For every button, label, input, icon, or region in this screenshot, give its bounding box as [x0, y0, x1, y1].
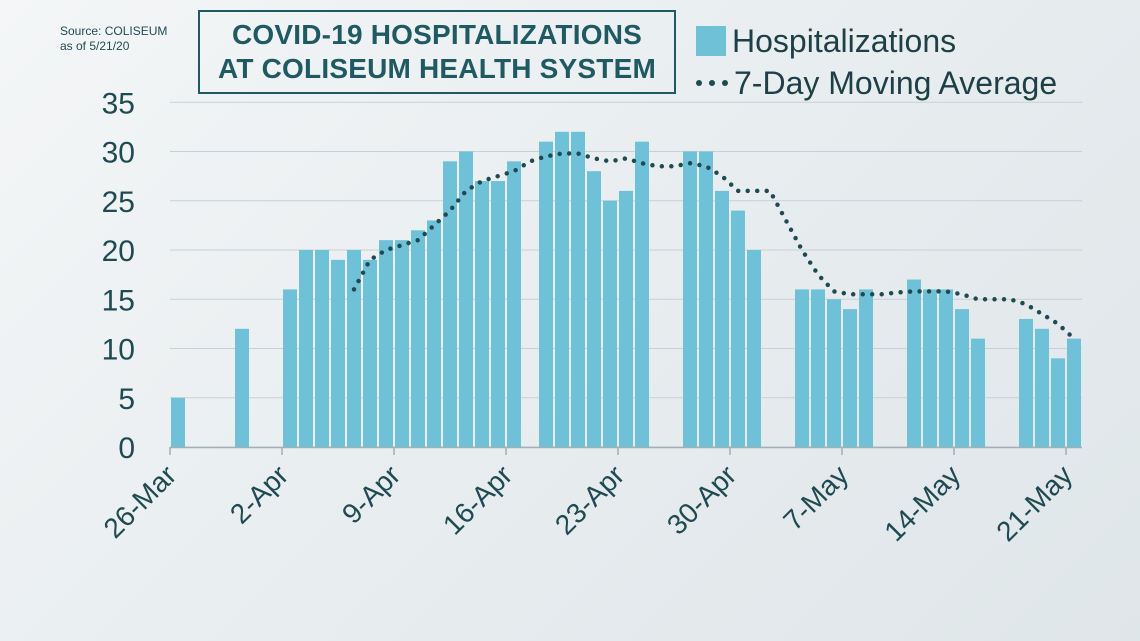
bar — [507, 161, 521, 447]
legend-dotted-line-swatch — [696, 68, 730, 98]
legend-label-moving-average: 7-Day Moving Average — [734, 64, 1058, 101]
y-tick-label: 0 — [118, 432, 135, 465]
x-tick-label: 7-May — [777, 459, 854, 536]
bar — [731, 210, 745, 447]
bar — [363, 259, 377, 447]
bar — [475, 181, 489, 448]
bar — [171, 397, 185, 447]
bar — [539, 141, 553, 447]
bar — [299, 250, 313, 447]
bar — [315, 250, 329, 447]
bar — [411, 230, 425, 447]
chart-legend: Hospitalizations 7-Day Moving Average — [696, 20, 1057, 104]
y-tick-label: 10 — [102, 334, 135, 367]
bar — [955, 309, 969, 447]
bar — [379, 240, 393, 447]
bar — [843, 309, 857, 447]
bar — [1019, 318, 1033, 447]
source-note: Source: COLISEUM as of 5/21/20 — [60, 24, 200, 54]
bar — [1067, 338, 1081, 447]
y-tick-label: 15 — [102, 284, 135, 317]
bar — [347, 250, 361, 447]
bar — [283, 289, 297, 447]
bar — [971, 338, 985, 447]
bar — [619, 190, 633, 447]
x-tick-label: 9-Apr — [336, 459, 406, 529]
bar — [699, 151, 713, 447]
y-tick-label: 25 — [102, 186, 135, 219]
bar — [427, 220, 441, 447]
bar — [555, 131, 569, 448]
x-tick-label: 14-May — [878, 459, 966, 547]
legend-label-hospitalizations: Hospitalizations — [732, 22, 957, 59]
bar — [795, 289, 809, 447]
bar — [395, 240, 409, 447]
bar — [443, 161, 457, 447]
x-tick-label: 23-Apr — [549, 459, 630, 540]
source-line: Source: COLISEUM — [60, 24, 168, 38]
bar — [587, 171, 601, 447]
bar — [811, 289, 825, 447]
bar — [939, 289, 953, 447]
x-tick-label: 26-Mar — [98, 459, 183, 544]
bar — [459, 151, 473, 447]
bar — [715, 190, 729, 447]
y-tick-label: 5 — [118, 383, 135, 416]
x-tick-label: 2-Apr — [224, 459, 294, 529]
chart-title-line-2: AT COLISEUM HEALTH SYSTEM — [218, 53, 656, 84]
x-tick-label: 30-Apr — [661, 459, 742, 540]
bar — [635, 141, 649, 447]
x-tick-label: 21-May — [990, 459, 1078, 547]
bar — [1051, 358, 1065, 447]
y-tick-label: 20 — [102, 235, 135, 268]
bar — [827, 299, 841, 447]
date-line: as of 5/21/20 — [60, 39, 130, 53]
legend-item-moving-average: 7-Day Moving Average — [696, 62, 1057, 104]
bar — [923, 289, 937, 447]
bar — [571, 131, 585, 448]
chart-title-line-1: COVID-19 HOSPITALIZATIONS — [232, 19, 642, 50]
legend-bar-swatch — [696, 26, 726, 56]
bar — [603, 200, 617, 447]
y-tick-label: 35 — [102, 87, 135, 120]
bar — [491, 181, 505, 448]
legend-item-hospitalizations: Hospitalizations — [696, 20, 1057, 62]
bar — [683, 151, 697, 447]
y-tick-label: 30 — [102, 137, 135, 170]
bar — [235, 328, 249, 447]
bar — [331, 259, 345, 447]
bar — [907, 279, 921, 447]
bar — [859, 289, 873, 447]
bar — [1035, 328, 1049, 447]
chart-title: COVID-19 HOSPITALIZATIONS AT COLISEUM HE… — [198, 10, 676, 94]
bar — [747, 250, 761, 447]
x-tick-label: 16-Apr — [437, 459, 518, 540]
